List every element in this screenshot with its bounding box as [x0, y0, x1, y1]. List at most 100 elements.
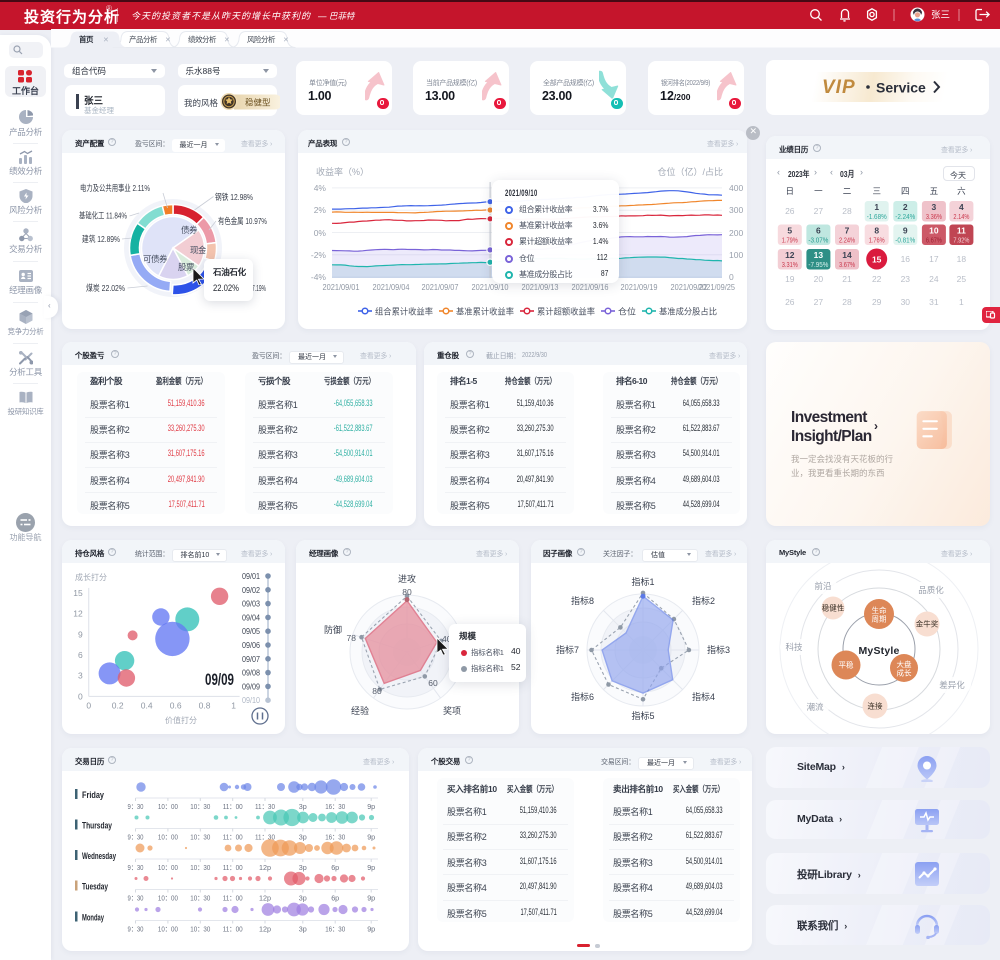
svg-text:9: 9	[78, 629, 83, 639]
svg-text:12p: 12p	[259, 925, 271, 934]
svg-text:10：30: 10：30	[190, 894, 210, 903]
svg-text:金牛奖: 金牛奖	[916, 619, 939, 629]
svg-text:0: 0	[86, 700, 91, 710]
svg-text:现金: 现金	[190, 245, 207, 255]
svg-text:0.6: 0.6	[170, 700, 182, 710]
svg-text:-2%: -2%	[311, 250, 327, 260]
svg-text:指标1: 指标1	[631, 576, 654, 587]
svg-text:7.92%: 7.92%	[953, 236, 969, 245]
svg-text:Wednesday: Wednesday	[82, 851, 116, 861]
svg-text:0.8: 0.8	[199, 700, 211, 710]
svg-text:指标4: 指标4	[692, 691, 715, 702]
svg-text:09/07: 09/07	[242, 654, 260, 664]
svg-text:09/01: 09/01	[242, 571, 260, 581]
svg-text:24: 24	[929, 274, 939, 284]
svg-text:16：30: 16：30	[325, 833, 345, 842]
svg-text:10：30: 10：30	[190, 833, 210, 842]
svg-text:300: 300	[729, 205, 743, 215]
svg-text:60: 60	[428, 678, 438, 688]
svg-text:10：30: 10：30	[190, 863, 210, 872]
svg-text:✕: ✕	[224, 37, 230, 44]
svg-text:张三: 张三	[931, 10, 950, 21]
svg-text:100: 100	[729, 250, 743, 260]
svg-text:27: 27	[814, 206, 824, 216]
svg-text:7.19%: 7.19%	[252, 283, 266, 293]
svg-text:五: 五	[930, 186, 939, 196]
svg-text:40: 40	[442, 634, 452, 644]
svg-text:1.76%: 1.76%	[869, 236, 885, 245]
svg-text:15: 15	[872, 255, 882, 265]
svg-text:09/09: 09/09	[205, 670, 234, 689]
svg-text:六: 六	[957, 186, 966, 196]
svg-text:✕: ✕	[103, 37, 109, 44]
svg-text:9: 9	[903, 226, 908, 236]
svg-text:10：30: 10：30	[190, 925, 210, 934]
svg-text:奖项: 奖项	[443, 705, 461, 716]
svg-text:6p: 6p	[331, 863, 339, 872]
svg-text:26: 26	[785, 206, 795, 216]
svg-text:14: 14	[842, 250, 852, 260]
svg-text:2021/09/16: 2021/09/16	[572, 282, 609, 292]
svg-text:Service: Service	[876, 80, 926, 96]
svg-text:7: 7	[845, 226, 850, 236]
svg-text:1: 1	[874, 202, 879, 212]
svg-text:09/05: 09/05	[242, 626, 260, 636]
svg-text:09/03: 09/03	[242, 599, 260, 609]
svg-text:2021/09/19: 2021/09/19	[621, 282, 658, 292]
svg-text:品质化: 品质化	[918, 585, 944, 595]
svg-text:9：30: 9：30	[128, 894, 144, 903]
svg-text:0: 0	[78, 691, 83, 701]
svg-text:前沿: 前沿	[814, 581, 832, 591]
svg-text:1: 1	[231, 700, 236, 710]
svg-text:3p: 3p	[299, 833, 307, 842]
svg-text:科技: 科技	[785, 642, 803, 652]
svg-text:风险分析: 风险分析	[247, 34, 276, 44]
svg-text:11：00: 11：00	[223, 925, 243, 934]
svg-text:MyStyle: MyStyle	[858, 645, 899, 657]
svg-text:0: 0	[729, 272, 734, 282]
svg-text:成长: 成长	[897, 668, 912, 678]
svg-text:10：00: 10：00	[158, 802, 178, 811]
svg-text:Tuesday: Tuesday	[82, 882, 108, 892]
svg-text:25: 25	[957, 274, 967, 284]
svg-text:产品分析: 产品分析	[129, 34, 158, 44]
svg-text:12p: 12p	[259, 894, 271, 903]
svg-text:收益率（%）: 收益率（%）	[316, 166, 369, 177]
svg-text:11：30: 11：30	[255, 802, 275, 811]
svg-text:30: 30	[901, 297, 911, 307]
svg-text:Monday: Monday	[82, 913, 104, 923]
svg-text:10：00: 10：00	[158, 863, 178, 872]
svg-text:首页: 首页	[79, 34, 94, 44]
svg-text:电力及公共用事业 2.11%: 电力及公共用事业 2.11%	[80, 183, 150, 193]
svg-text:19: 19	[785, 274, 795, 284]
svg-text:指标8: 指标8	[571, 595, 594, 606]
svg-text:09/04: 09/04	[242, 612, 260, 622]
svg-text:9p: 9p	[367, 863, 375, 872]
svg-text:2.14%: 2.14%	[953, 212, 969, 221]
svg-text:16：30: 16：30	[325, 925, 345, 934]
svg-text:11：00: 11：00	[223, 833, 243, 842]
svg-text:9p: 9p	[367, 802, 375, 811]
svg-text:3.67%: 3.67%	[839, 260, 855, 269]
svg-text:17: 17	[929, 254, 939, 264]
svg-text:78: 78	[347, 633, 357, 643]
svg-text:5: 5	[787, 226, 792, 236]
svg-text:煤炭 22.02%: 煤炭 22.02%	[86, 283, 125, 293]
svg-text:潮流: 潮流	[806, 702, 824, 712]
svg-text:指标2: 指标2	[692, 595, 715, 606]
svg-text:9p: 9p	[367, 925, 375, 934]
svg-text:15: 15	[73, 588, 83, 598]
svg-text:13: 13	[814, 250, 824, 260]
svg-text:生命: 生命	[872, 605, 887, 615]
svg-text:2: 2	[903, 202, 908, 212]
svg-text:✕: ✕	[165, 37, 171, 44]
svg-text:09/08: 09/08	[242, 668, 260, 678]
svg-text:28: 28	[842, 297, 852, 307]
svg-text:钢铁 12.98%: 钢铁 12.98%	[215, 192, 253, 202]
svg-text:2021/09/01: 2021/09/01	[323, 282, 360, 292]
svg-text:8: 8	[874, 226, 879, 236]
svg-text:VIP: VIP	[822, 77, 856, 98]
svg-text:11: 11	[957, 226, 966, 236]
svg-text:指标6: 指标6	[571, 691, 594, 702]
svg-text:日: 日	[786, 186, 795, 196]
